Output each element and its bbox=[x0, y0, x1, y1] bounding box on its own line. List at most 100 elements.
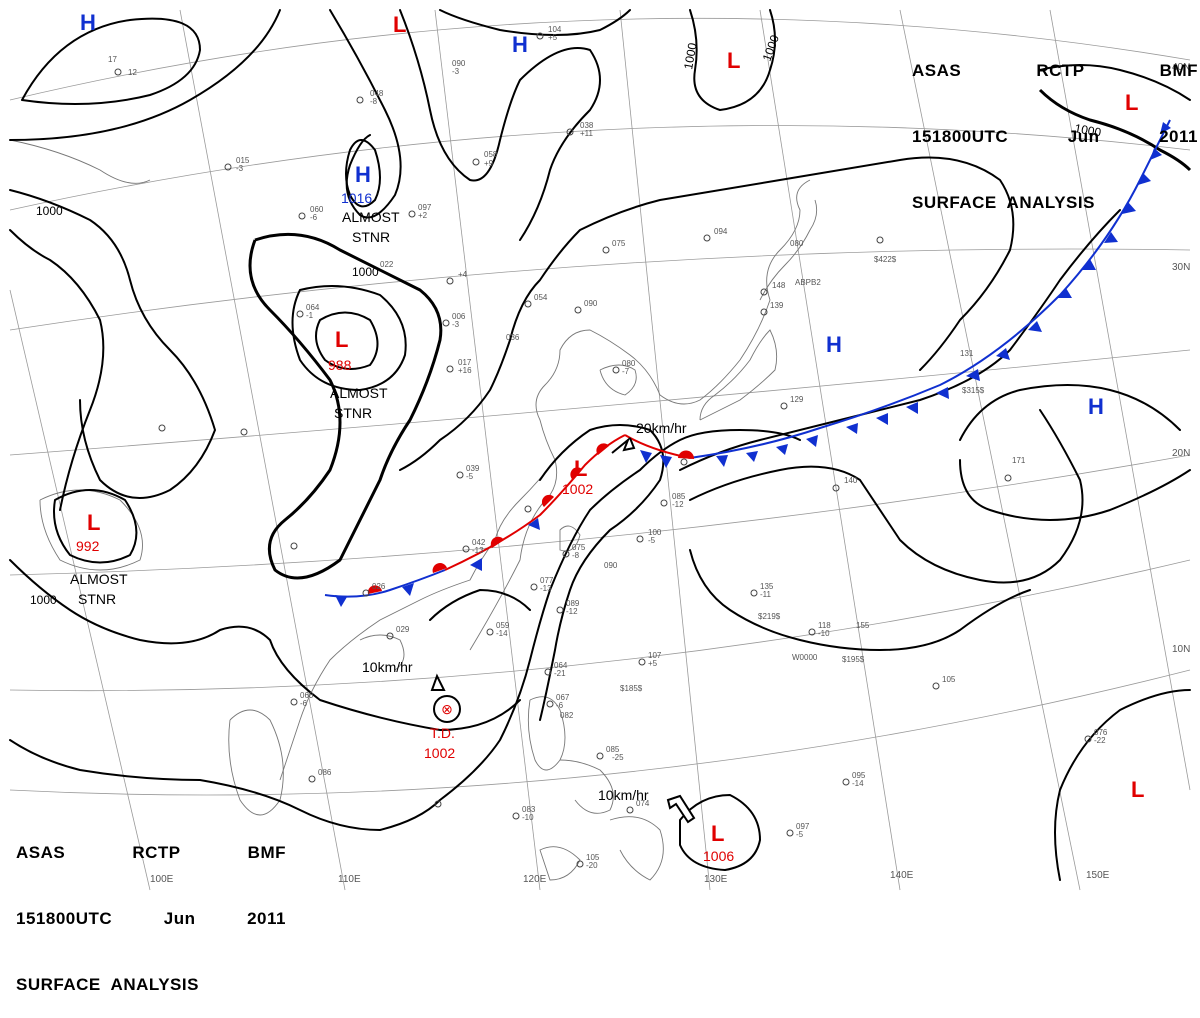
svg-text:077: 077 bbox=[540, 576, 554, 585]
svg-text:076: 076 bbox=[1094, 728, 1108, 737]
header-year: 2011 bbox=[247, 909, 286, 928]
svg-text:12: 12 bbox=[128, 68, 137, 77]
speed-label-front: 20km/hr bbox=[636, 420, 687, 436]
header-station: RCTP bbox=[1036, 61, 1085, 80]
svg-text:100: 100 bbox=[648, 528, 662, 537]
svg-text:090: 090 bbox=[584, 299, 598, 308]
lon-label: 130E bbox=[704, 874, 728, 885]
svg-text:-3: -3 bbox=[236, 164, 244, 173]
header-station: RCTP bbox=[132, 843, 181, 862]
svg-text:+11: +11 bbox=[580, 129, 594, 138]
isobar-labels: 1000 1000 1000 1000 1000 1000 bbox=[30, 33, 1103, 607]
almost-stnr-label-3: ALMOST bbox=[70, 571, 128, 587]
almost-stnr-label-3b: STNR bbox=[78, 591, 116, 607]
svg-text:090: 090 bbox=[452, 59, 466, 68]
svg-text:038: 038 bbox=[580, 121, 594, 130]
svg-text:-6: -6 bbox=[310, 213, 318, 222]
header-month: Jun bbox=[1067, 127, 1100, 146]
header-title: SURFACE ANALYSIS bbox=[912, 193, 1095, 212]
almost-stnr-label-2b: STNR bbox=[334, 405, 372, 421]
low-center-ne: L bbox=[1125, 90, 1138, 115]
low-value-tibet: 988 bbox=[328, 357, 352, 373]
td-ring bbox=[433, 695, 461, 723]
svg-text:+5: +5 bbox=[548, 33, 558, 42]
header-code: BMF bbox=[1159, 61, 1198, 80]
svg-text:-8: -8 bbox=[370, 97, 378, 106]
high-value-mongolia: 1016 bbox=[341, 190, 372, 206]
svg-text:$422$: $422$ bbox=[874, 255, 897, 264]
svg-text:-5: -5 bbox=[796, 830, 804, 839]
header-agency: ASAS bbox=[912, 61, 962, 80]
svg-text:064: 064 bbox=[306, 303, 320, 312]
high-center-nw: H bbox=[80, 10, 96, 35]
lat-label: 40N bbox=[1172, 62, 1190, 73]
svg-text:-20: -20 bbox=[586, 861, 598, 870]
svg-text:-10: -10 bbox=[522, 813, 534, 822]
svg-text:118: 118 bbox=[818, 621, 831, 630]
svg-text:-1: -1 bbox=[306, 311, 314, 320]
svg-text:171: 171 bbox=[1012, 456, 1026, 465]
svg-text:+5: +5 bbox=[648, 659, 658, 668]
low-value-front: 1002 bbox=[562, 481, 593, 497]
svg-text:-3: -3 bbox=[452, 320, 460, 329]
td-label: T.D. bbox=[430, 725, 455, 741]
svg-text:-14: -14 bbox=[852, 779, 864, 788]
isobar-label: 1000 bbox=[30, 593, 57, 607]
svg-text:017: 017 bbox=[458, 358, 472, 367]
header-bottom-left: ASAS RCTP BMF 151800UTC Jun 2011 SURFACE ANA… bbox=[16, 798, 286, 1018]
svg-text:083: 083 bbox=[522, 805, 536, 814]
svg-text:-14: -14 bbox=[496, 629, 508, 638]
lon-label: 120E bbox=[523, 874, 547, 885]
header-time: 151800UTC bbox=[912, 127, 1009, 146]
high-center-japan-east: H bbox=[826, 332, 842, 357]
svg-text:135: 135 bbox=[760, 582, 774, 591]
svg-text:075: 075 bbox=[572, 543, 586, 552]
svg-text:075: 075 bbox=[612, 239, 626, 248]
svg-text:$315$: $315$ bbox=[962, 386, 985, 395]
lon-label: 100E bbox=[150, 874, 174, 885]
svg-text:ABPB2: ABPB2 bbox=[795, 278, 821, 287]
isobar-label: 1000 bbox=[352, 265, 379, 279]
low-center-se: L bbox=[1131, 777, 1144, 802]
svg-text:$185$: $185$ bbox=[620, 684, 643, 693]
low-center-west: L bbox=[87, 510, 100, 535]
svg-text:-13: -13 bbox=[472, 546, 484, 555]
svg-text:090: 090 bbox=[604, 561, 618, 570]
svg-text:082: 082 bbox=[560, 711, 574, 720]
svg-text:086: 086 bbox=[318, 768, 332, 777]
svg-text:026: 026 bbox=[372, 582, 386, 591]
svg-text:039: 039 bbox=[466, 464, 480, 473]
svg-text:-21: -21 bbox=[554, 669, 566, 678]
svg-text:107: 107 bbox=[648, 651, 662, 660]
svg-text:064: 064 bbox=[554, 661, 568, 670]
lat-label: 20N bbox=[1172, 448, 1190, 459]
lon-label: 110E bbox=[338, 874, 361, 885]
warm-front bbox=[367, 443, 695, 594]
header-title: SURFACE ANALYSIS bbox=[16, 975, 199, 994]
svg-text:095: 095 bbox=[852, 771, 866, 780]
almost-stnr-label-2: ALMOST bbox=[330, 385, 388, 401]
svg-text:+2: +2 bbox=[418, 211, 428, 220]
svg-text:048: 048 bbox=[370, 89, 384, 98]
low-center-north-1: L bbox=[393, 12, 406, 37]
svg-text:-6: -6 bbox=[300, 699, 308, 708]
svg-text:042: 042 bbox=[472, 538, 486, 547]
svg-text:+16: +16 bbox=[458, 366, 472, 375]
svg-text:067: 067 bbox=[556, 693, 570, 702]
header-time: 151800UTC bbox=[16, 909, 113, 928]
svg-text:-8: -8 bbox=[572, 551, 580, 560]
svg-text:-13: -13 bbox=[540, 584, 552, 593]
svg-text:$195$: $195$ bbox=[842, 655, 865, 664]
isobar-label: 1000 bbox=[36, 204, 63, 218]
svg-text:105: 105 bbox=[942, 675, 956, 684]
lat-label: 10N bbox=[1172, 644, 1190, 655]
svg-text:029: 029 bbox=[396, 625, 410, 634]
low-center-philippines: L bbox=[711, 821, 724, 846]
svg-text:W0000: W0000 bbox=[792, 653, 818, 662]
svg-text:+4: +4 bbox=[458, 270, 468, 279]
svg-text:059: 059 bbox=[496, 621, 510, 630]
high-center-pacific: H bbox=[1088, 394, 1104, 419]
svg-text:054: 054 bbox=[534, 293, 548, 302]
svg-text:+9: +9 bbox=[484, 159, 494, 168]
svg-text:097: 097 bbox=[796, 822, 810, 831]
